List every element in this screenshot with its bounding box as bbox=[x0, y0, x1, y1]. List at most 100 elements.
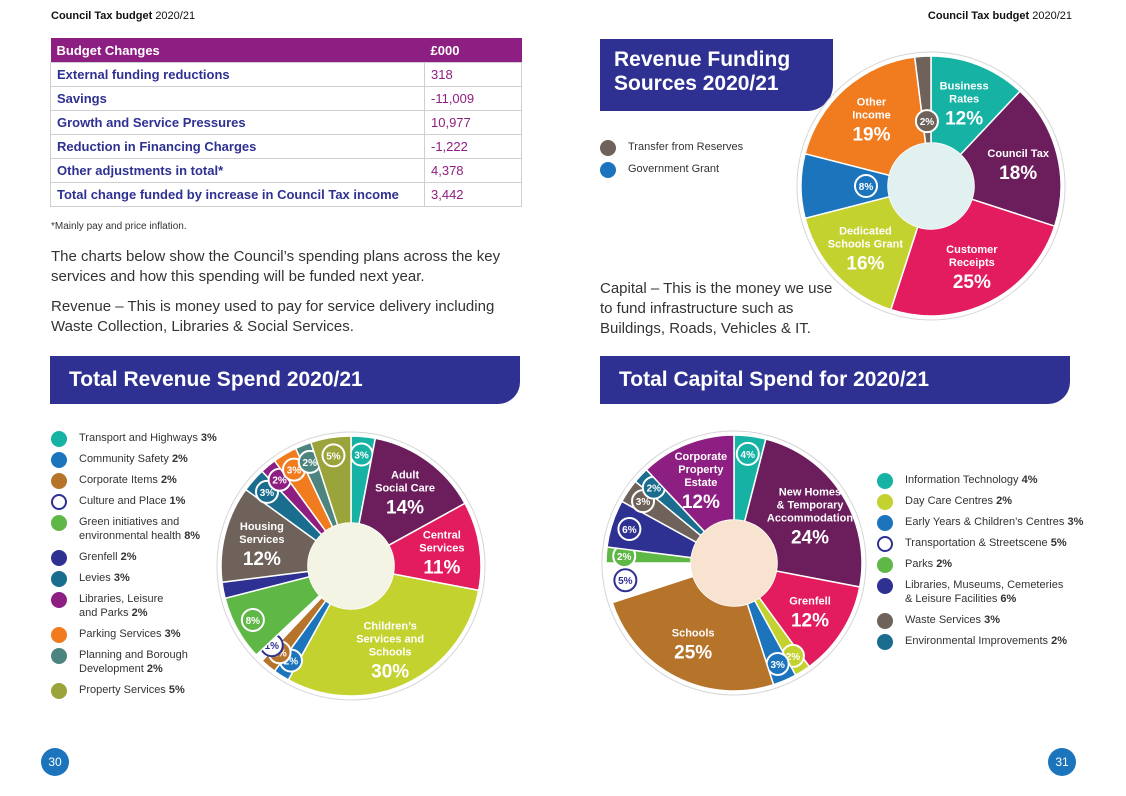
legend-percent: 2% bbox=[146, 663, 163, 675]
slice-percent: 8% bbox=[859, 182, 874, 193]
legend-label: Levies bbox=[79, 572, 111, 584]
page-number-left: 30 bbox=[41, 748, 69, 776]
legend-label: Day Care Centres bbox=[905, 495, 994, 507]
page-header-left: Council Tax budget 2020/21 bbox=[51, 10, 195, 22]
slice-percent: 3% bbox=[260, 488, 275, 499]
legend-label: Environmental Improvements bbox=[905, 635, 1049, 647]
legend-percent: 2% bbox=[171, 453, 188, 465]
legend-percent: 3% bbox=[164, 628, 181, 640]
legend-item-levies: Levies 3% bbox=[51, 571, 217, 587]
legend-percent: 2% bbox=[160, 474, 177, 486]
slice-badge bbox=[914, 109, 939, 134]
slice-percent: 14% bbox=[386, 498, 424, 519]
slice-label: New Homes bbox=[779, 486, 841, 498]
revenue-spend-title: Total Revenue Spend 2020/21 bbox=[50, 356, 520, 404]
legend-item-parking-services: Parking Services 3% bbox=[51, 627, 217, 643]
slice-label: Children’s bbox=[363, 621, 416, 633]
header-title: Council Tax budget bbox=[927, 10, 1030, 22]
slice-percent: 24% bbox=[791, 527, 829, 548]
slice-label: Business bbox=[940, 80, 989, 92]
legend-label: Planning and Borough bbox=[79, 649, 188, 661]
legend-label: Libraries, Leisure bbox=[79, 593, 164, 605]
slice-percent: 3% bbox=[287, 466, 302, 477]
slice-percent: 25% bbox=[674, 643, 712, 664]
legend-label: Culture and Place bbox=[79, 495, 167, 507]
legend-item-transportation-streetscene: Transportation & Streetscene 5% bbox=[877, 536, 1083, 552]
slice-percent: 16% bbox=[846, 254, 884, 275]
table-row: Reduction in Financing Charges -1,222 bbox=[50, 134, 522, 159]
slice-badge bbox=[617, 517, 642, 542]
legend-swatch bbox=[600, 140, 616, 156]
legend-percent: 3% bbox=[113, 572, 130, 584]
slice-label: Rates bbox=[949, 93, 979, 105]
legend-swatch bbox=[51, 550, 67, 566]
legend-percent: 5% bbox=[1050, 537, 1067, 549]
slice-percent: 5% bbox=[326, 451, 341, 462]
legend-percent: 5% bbox=[168, 684, 185, 696]
legend-label: Transfer from Reserves bbox=[628, 141, 744, 153]
legend-label: Libraries, Museums, Cemeteries bbox=[905, 579, 1064, 591]
slice-badge bbox=[735, 441, 760, 466]
slice-label: Schools bbox=[369, 647, 412, 659]
slice-percent: 18% bbox=[999, 163, 1037, 184]
legend-label: Government Grant bbox=[628, 163, 720, 175]
legend-label: Early Years & Children’s Centres bbox=[905, 516, 1065, 528]
header-title: Council Tax budget bbox=[51, 10, 153, 22]
slice-badge bbox=[321, 443, 346, 468]
page-number-right: 31 bbox=[1048, 748, 1076, 776]
legend-swatch bbox=[600, 162, 616, 178]
slice-badge bbox=[613, 568, 638, 593]
slice-label: Income bbox=[852, 109, 891, 121]
revenue-paragraph: Revenue – This is money used to pay for … bbox=[51, 298, 495, 335]
row-value: 4,378 bbox=[424, 158, 522, 183]
legend-item-libraries-leisure-and-parks: Libraries, Leisure and Parks 2% bbox=[51, 592, 217, 620]
slice-label: Services and bbox=[356, 634, 424, 646]
legend-label: Parks bbox=[905, 558, 934, 570]
pie-center-hole bbox=[308, 523, 394, 609]
legend-label: Transport and Highways bbox=[79, 432, 198, 444]
slice-percent: 30% bbox=[371, 662, 409, 683]
legend-swatch bbox=[877, 613, 893, 629]
legend-label: Green initiatives and bbox=[79, 516, 180, 528]
legend-label: environmental health bbox=[79, 530, 182, 542]
pie-center-hole bbox=[888, 143, 974, 229]
slice-label: Property bbox=[678, 464, 724, 476]
legend-swatch bbox=[877, 578, 893, 594]
legend-swatch bbox=[877, 473, 893, 489]
legend-percent: 3% bbox=[200, 432, 217, 444]
legend-swatch bbox=[877, 634, 893, 650]
legend-swatch bbox=[877, 536, 893, 552]
legend-percent: 3% bbox=[1067, 516, 1084, 528]
legend-percent: 1% bbox=[169, 495, 186, 507]
table-header-label: Budget Changes bbox=[50, 38, 425, 63]
legend-item-early-years-children-s-centres: Early Years & Children’s Centres 3% bbox=[877, 515, 1084, 531]
capital-paragraph: Capital – This is the money we use to fu… bbox=[600, 280, 833, 337]
slice-label: Central bbox=[423, 530, 461, 542]
slice-label: Schools bbox=[672, 628, 715, 640]
row-value: -1,222 bbox=[424, 134, 522, 159]
budget-changes-table: Budget Changes £000 External funding red… bbox=[50, 38, 522, 207]
legend-item-libraries-museums-cemeteries-leisure-facilities: Libraries, Museums, Cemeteries & Leisure … bbox=[877, 578, 1083, 606]
slice-percent: 11% bbox=[423, 558, 460, 579]
legend-swatch bbox=[51, 683, 67, 699]
legend-swatch bbox=[51, 473, 67, 489]
slice-percent: 25% bbox=[953, 272, 991, 293]
slice-percent: 1% bbox=[265, 641, 280, 652]
legend-item-government-grant: Government Grant bbox=[600, 162, 743, 178]
legend-swatch bbox=[51, 648, 67, 664]
capital-legend: Information Technology 4% Day Care Centre… bbox=[877, 473, 1083, 655]
slice-label: Services bbox=[239, 534, 284, 546]
slice-label: Services bbox=[419, 543, 464, 555]
legend-label: Transportation & Streetscene bbox=[905, 537, 1048, 549]
slice-label: Customer bbox=[946, 244, 998, 256]
legend-item-information-technology: Information Technology 4% bbox=[877, 473, 1083, 489]
slice-percent: 2% bbox=[284, 657, 299, 668]
legend-percent: 2% bbox=[996, 495, 1013, 507]
slice-label: Adult bbox=[391, 470, 419, 482]
legend-label: Parking Services bbox=[79, 628, 162, 640]
slice-percent: 2% bbox=[272, 476, 287, 487]
